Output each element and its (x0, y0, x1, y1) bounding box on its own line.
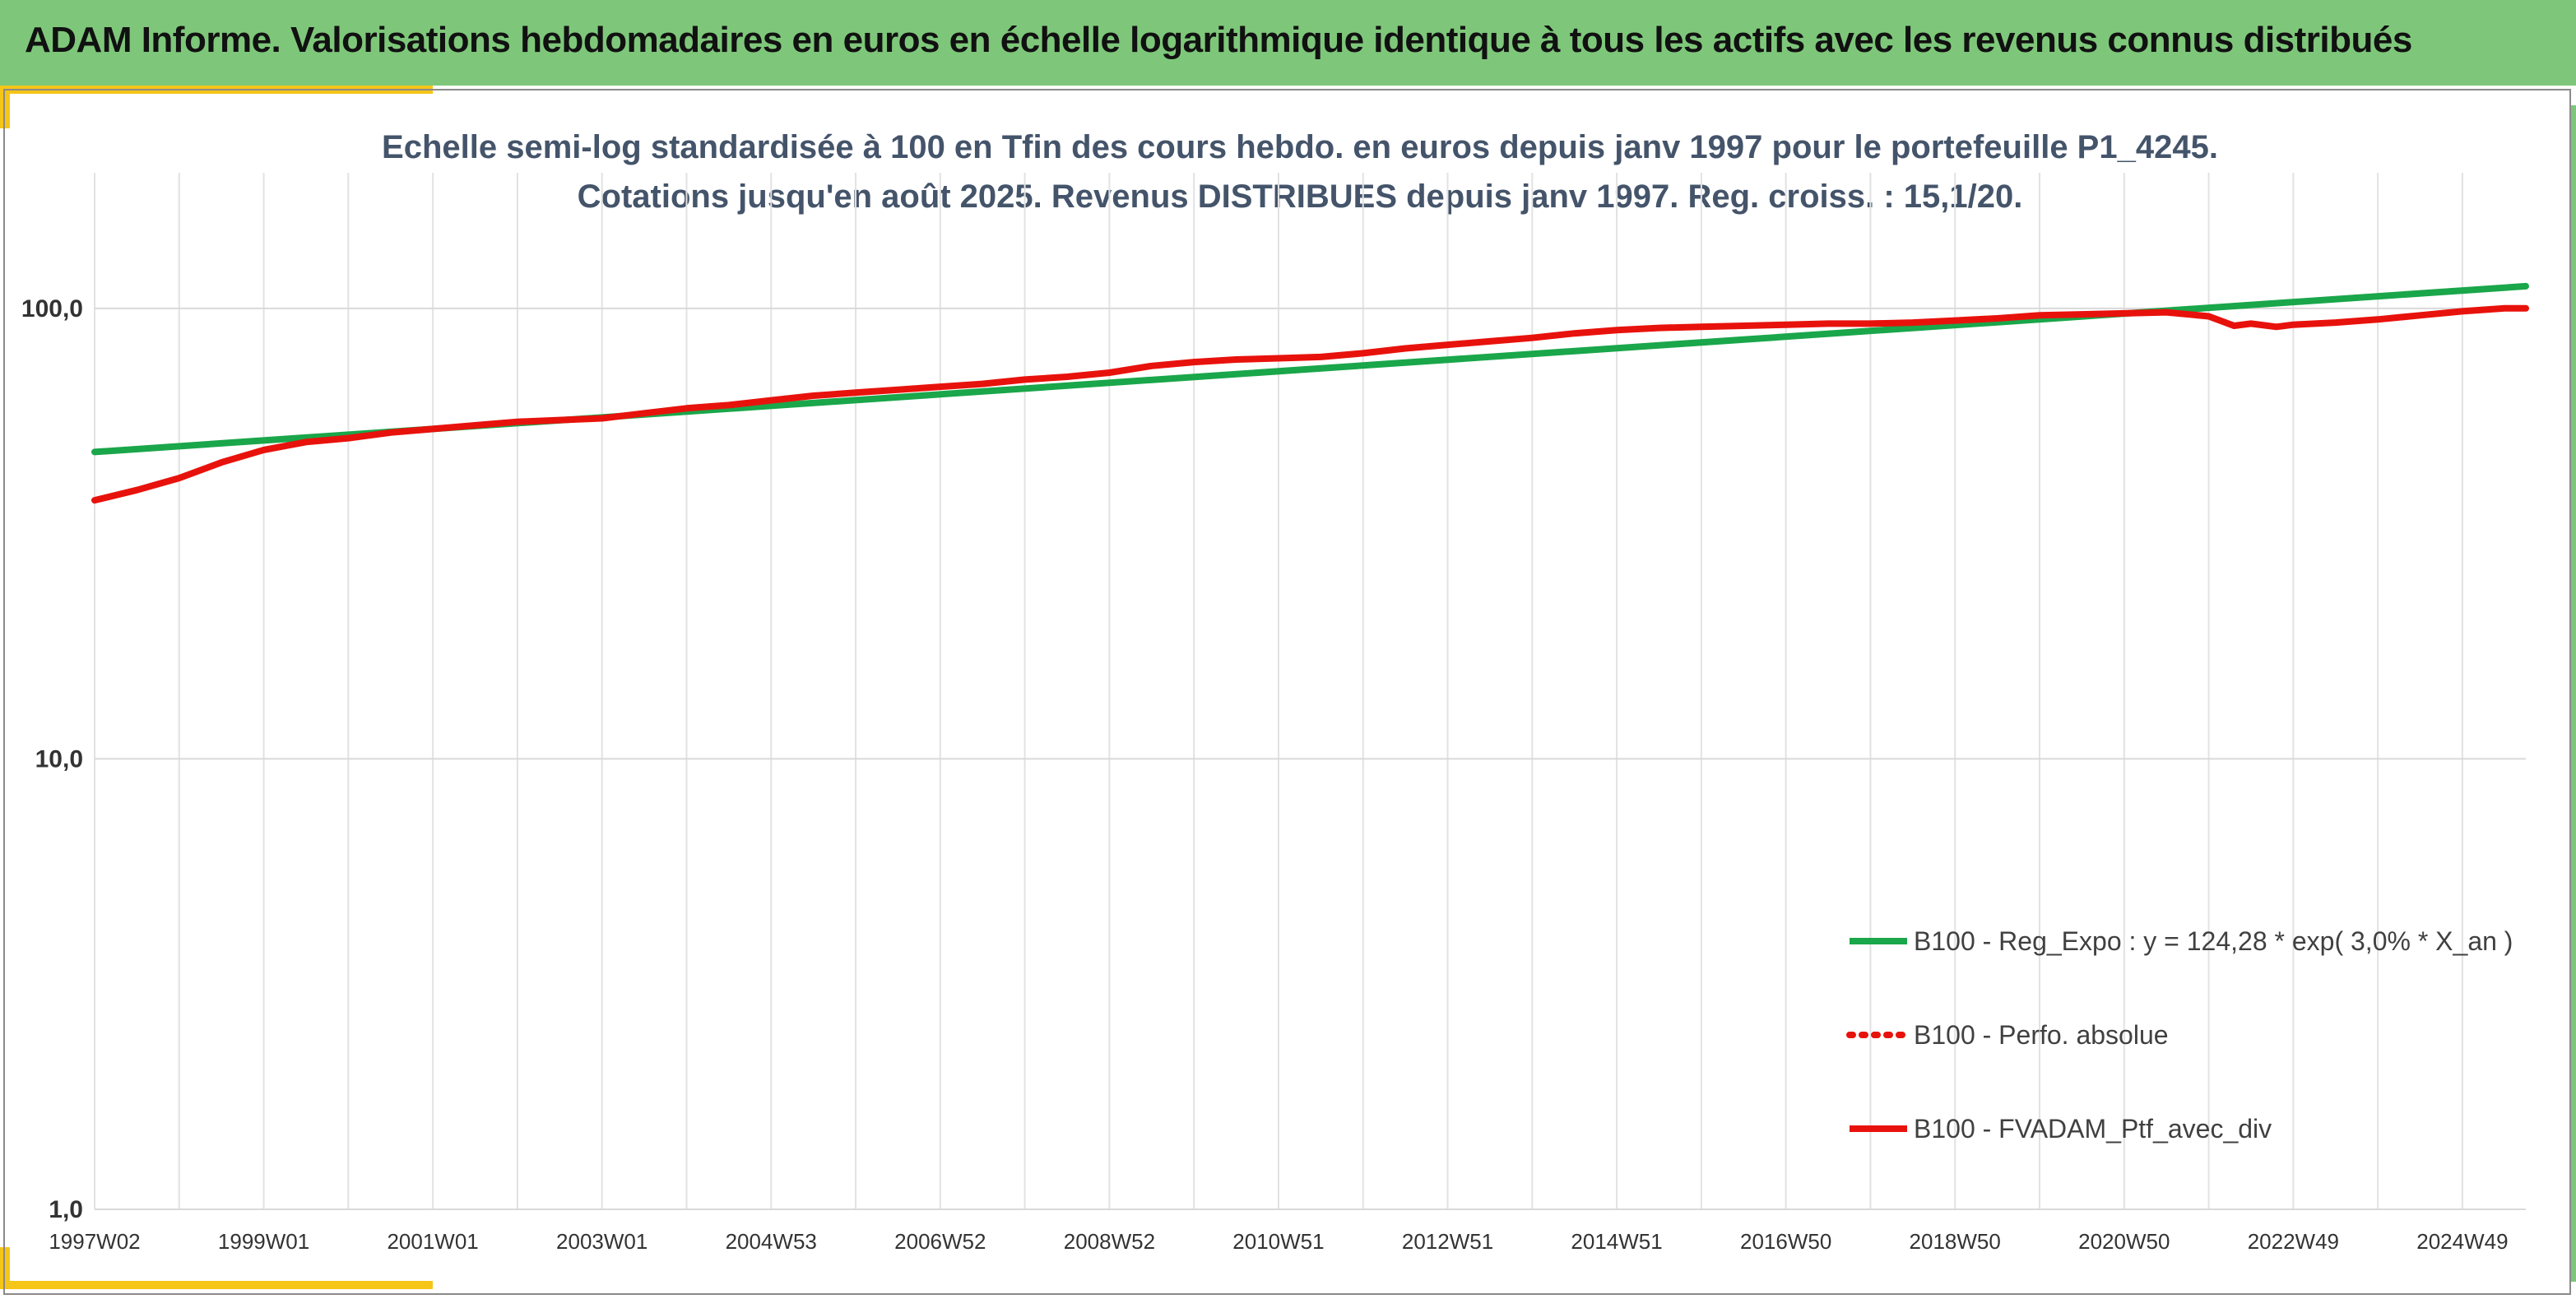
x-tick-label: 1999W01 (218, 1229, 309, 1254)
x-tick-label: 2020W50 (2078, 1229, 2170, 1254)
x-tick-label: 2016W50 (1740, 1229, 1831, 1254)
x-tick-label: 2006W52 (894, 1229, 986, 1254)
x-tick-label: 2014W51 (1571, 1229, 1662, 1254)
x-tick-label: 2008W52 (1064, 1229, 1155, 1254)
legend: B100 - Reg_Expo : y = 124,28 * exp( 3,0%… (1850, 926, 2513, 1144)
legend-label: B100 - Perfo. absolue (1914, 1020, 2169, 1050)
x-tick-label: 2018W50 (1910, 1229, 2001, 1254)
y-tick-label: 100,0 (21, 295, 83, 322)
y-tick-label: 1,0 (49, 1196, 83, 1223)
series-layer (95, 286, 2526, 500)
x-gridlines (95, 173, 2462, 1209)
x-tick-label: 2004W53 (726, 1229, 817, 1254)
x-tick-label: 2024W49 (2416, 1229, 2508, 1254)
y-gridlines (95, 309, 2526, 1209)
x-tick-label: 1997W02 (49, 1229, 140, 1254)
legend-label: B100 - FVADAM_Ptf_avec_div (1914, 1114, 2272, 1144)
x-tick-label: 2012W51 (1402, 1229, 1493, 1254)
x-axis-labels: 1997W02 1999W01 2001W01 2003W01 2004W53 2006W… (49, 1229, 2508, 1254)
y-tick-label: 10,0 (35, 745, 83, 772)
legend-label: B100 - Reg_Expo : y = 124,28 * exp( 3,0%… (1914, 926, 2513, 956)
y-axis-labels: 1,0 10,0 100,0 (21, 295, 83, 1223)
chart-title: Echelle semi-log standardisée à 100 en T… (382, 129, 2218, 165)
x-tick-label: 2001W01 (387, 1229, 478, 1254)
x-tick-label: 2003W01 (556, 1229, 647, 1254)
x-tick-label: 2022W49 (2248, 1229, 2339, 1254)
x-tick-label: 2010W51 (1232, 1229, 1324, 1254)
series-line-2 (95, 309, 2526, 500)
chart-subtitle: Cotations jusqu'en août 2025. Revenus DI… (578, 179, 2023, 215)
